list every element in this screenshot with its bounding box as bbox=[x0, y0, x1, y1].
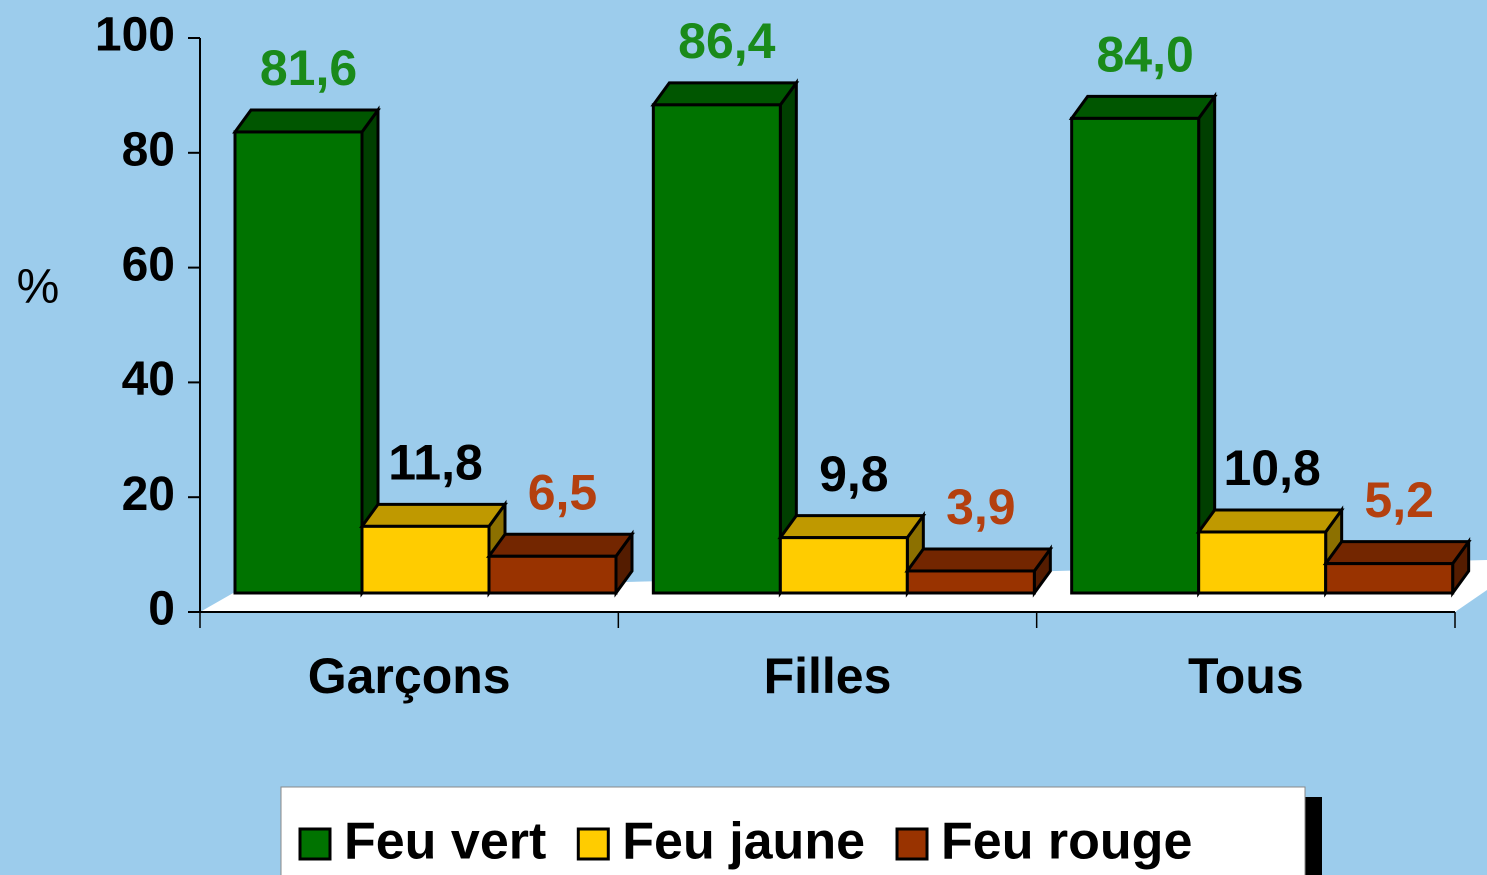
bar bbox=[1197, 530, 1328, 595]
bar-top bbox=[1068, 94, 1218, 120]
bar-top bbox=[904, 547, 1054, 573]
bar-top bbox=[1322, 540, 1472, 566]
bar-top bbox=[359, 502, 508, 528]
bar-top bbox=[777, 514, 927, 540]
y-tick-label: 40 bbox=[122, 353, 175, 406]
legend-label: Feu rouge bbox=[941, 813, 1192, 871]
bar bbox=[360, 524, 491, 595]
x-tick-label: Filles bbox=[764, 648, 892, 704]
legend-label: Feu vert bbox=[344, 813, 546, 871]
y-tick-label: 100 bbox=[95, 9, 175, 62]
bar-top bbox=[486, 532, 635, 558]
x-tick-label: Tous bbox=[1188, 648, 1304, 704]
value-label: 86,4 bbox=[678, 13, 776, 69]
legend-label: Feu jaune bbox=[622, 813, 865, 871]
bar-top bbox=[650, 81, 800, 107]
legend-swatch bbox=[895, 827, 929, 861]
x-tick-label: Garçons bbox=[308, 648, 511, 704]
legend-swatch bbox=[576, 827, 610, 861]
bar bbox=[233, 130, 364, 595]
y-tick-label: 80 bbox=[122, 123, 175, 176]
y-tick-label: 20 bbox=[122, 468, 175, 521]
y-tick-label: 60 bbox=[122, 238, 175, 291]
value-label: 84,0 bbox=[1097, 27, 1194, 83]
value-label: 9,8 bbox=[819, 446, 889, 502]
bar-top bbox=[1195, 508, 1345, 534]
bar bbox=[1070, 116, 1201, 595]
bar bbox=[778, 536, 909, 595]
value-label: 3,9 bbox=[946, 479, 1016, 535]
bar-top bbox=[232, 108, 381, 134]
value-label: 81,6 bbox=[260, 40, 357, 96]
bar bbox=[487, 554, 618, 595]
bar bbox=[651, 103, 782, 595]
value-label: 6,5 bbox=[528, 464, 598, 520]
bar bbox=[1324, 562, 1455, 595]
legend-swatch bbox=[298, 827, 332, 861]
y-axis-label: % bbox=[17, 261, 60, 314]
legend bbox=[280, 786, 1306, 875]
value-label: 11,8 bbox=[388, 435, 483, 491]
bar bbox=[905, 569, 1036, 595]
value-label: 5,2 bbox=[1364, 472, 1434, 528]
y-tick-label: 0 bbox=[148, 583, 175, 636]
value-label: 10,8 bbox=[1224, 440, 1321, 496]
